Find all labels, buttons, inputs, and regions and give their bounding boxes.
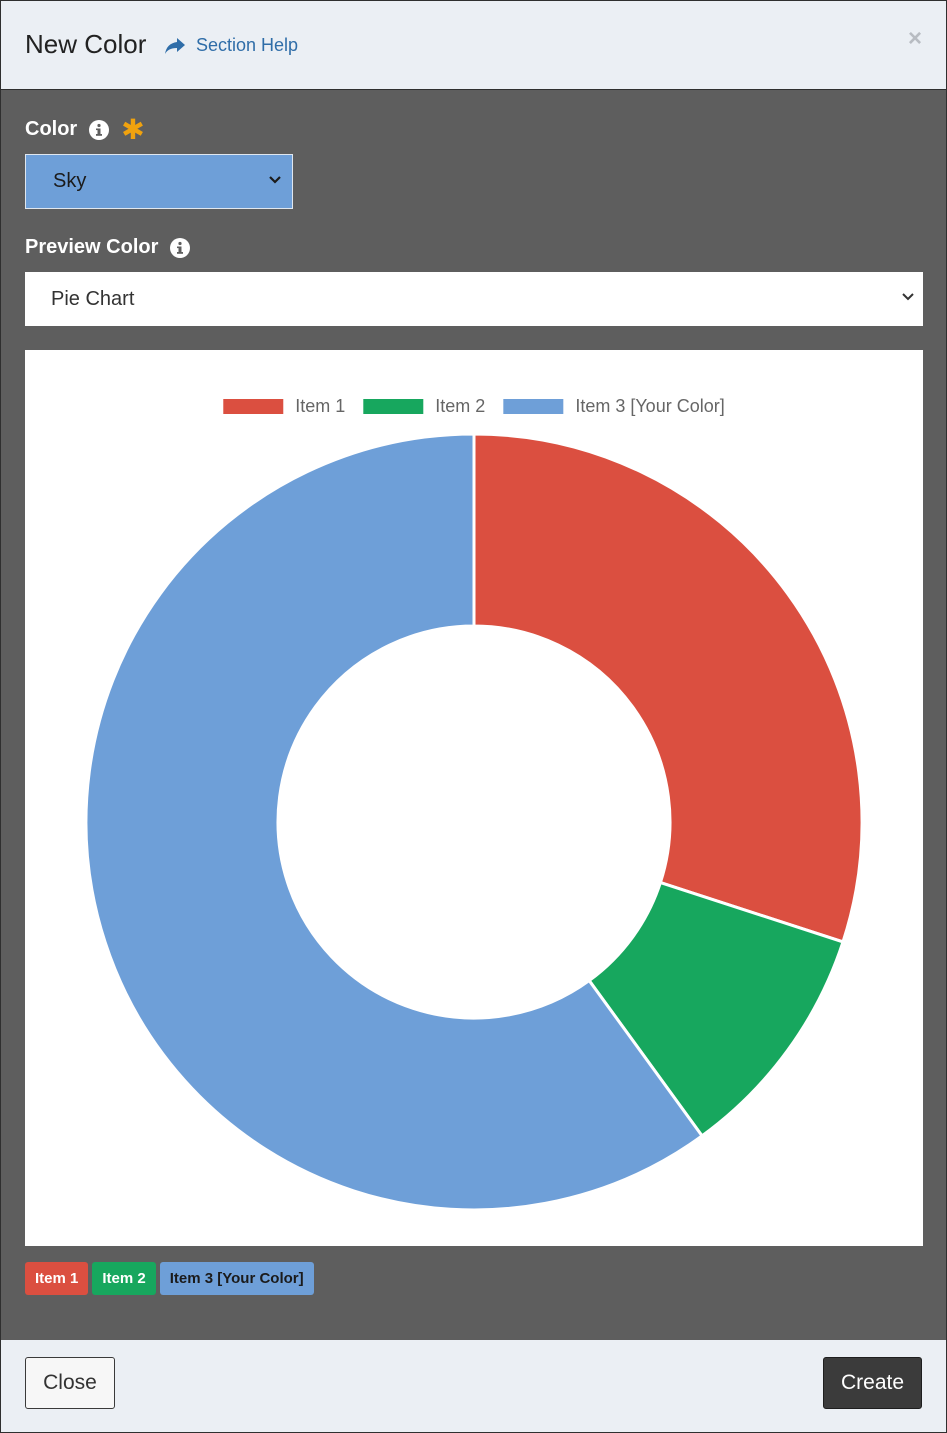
badge-item-3: Item 3 [Your Color] [159,1262,314,1295]
legend-label-3[interactable]: Item 3 [Your Color] [575,396,724,416]
legend-swatch-3[interactable] [503,399,564,414]
info-icon[interactable] [170,237,191,258]
info-icon[interactable] [89,119,110,140]
preview-label-row: Preview Color [25,236,191,259]
legend-swatch-1[interactable] [223,399,284,414]
close-button[interactable]: Close [25,1357,115,1409]
badge-row: Item 1 Item 2 Item 3 [Your Color] [25,1262,318,1295]
legend-swatch-2[interactable] [363,399,424,414]
pie-slice-3[interactable] [84,432,705,1212]
modal-title: New Color [25,29,147,59]
color-select[interactable]: Sky [25,154,293,209]
chart-preview: Item 1 Item 2 Item 3 [Your Color] [25,350,923,1246]
chevron-down-icon [269,176,281,184]
preview-select[interactable]: Pie Chart [25,272,923,326]
close-icon[interactable]: × [907,25,922,52]
badge-item-1: Item 1 [25,1262,89,1295]
modal-footer: Close Create [1,1340,946,1432]
color-label: Color [25,118,78,140]
modal-header: New Color Section Help × [1,1,946,90]
chevron-down-icon [902,293,914,301]
preview-select-value: Pie Chart [51,287,135,310]
section-help-label: Section Help [196,35,299,55]
required-asterisk-icon: ✱ [121,113,145,145]
color-select-value: Sky [53,170,87,192]
create-button[interactable]: Create [823,1357,922,1409]
legend-label-2[interactable]: Item 2 [435,396,485,416]
badge-item-2: Item 2 [92,1262,156,1295]
preview-label: Preview Color [25,236,159,258]
section-help-link[interactable]: Section Help [164,35,298,56]
pie-slice-1[interactable] [472,432,864,944]
color-label-row: Color ✱ [25,113,145,145]
share-arrow-icon [165,37,185,54]
legend-label-1[interactable]: Item 1 [295,396,345,416]
donut-chart: Item 1 Item 2 Item 3 [Your Color] [84,396,864,1212]
